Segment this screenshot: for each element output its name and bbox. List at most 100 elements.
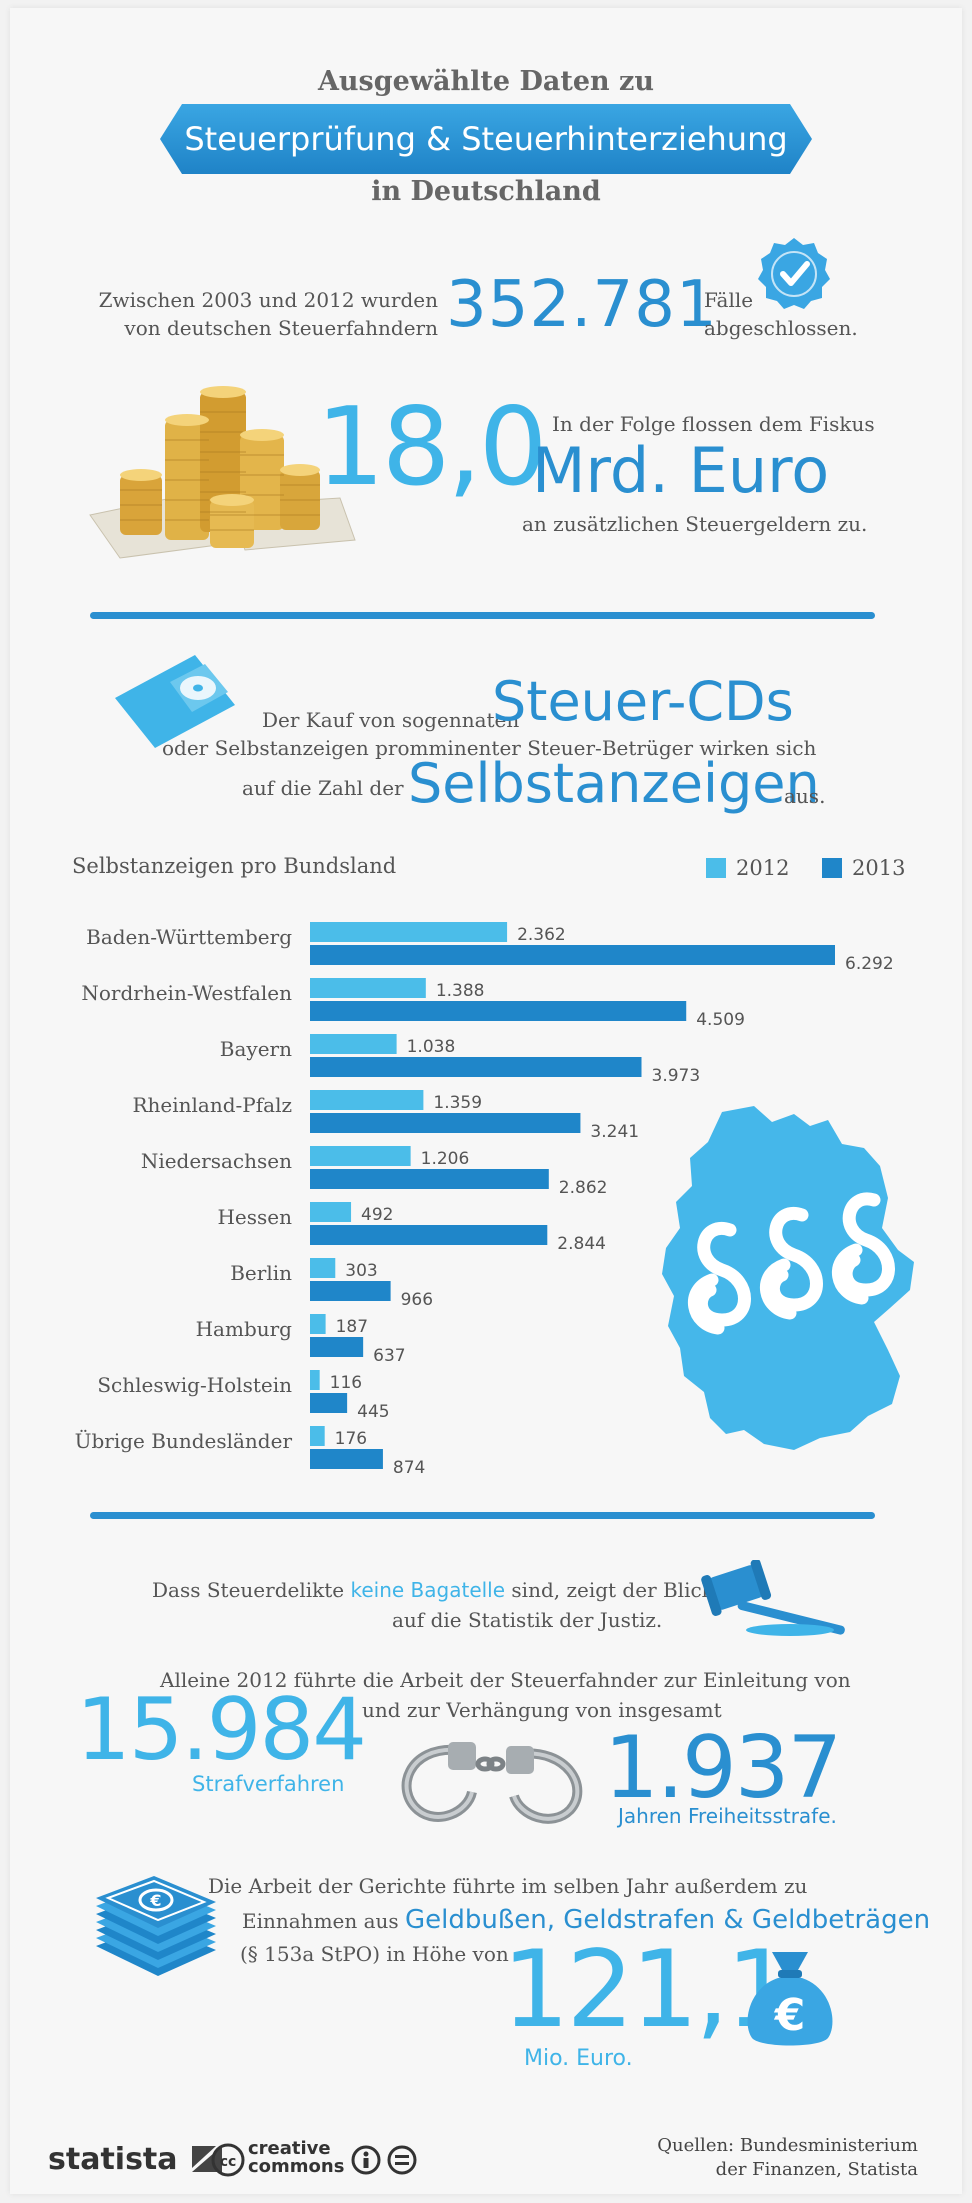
fines-line1: Die Arbeit der Gerichte führte im selben… (208, 1874, 808, 1898)
justice-line1c: sind, zeigt der Blick (511, 1578, 714, 1602)
data-label-2013: 966 (401, 1290, 433, 1310)
legend-item-2012: 2012 (706, 856, 789, 880)
category-label: Berlin (230, 1261, 292, 1285)
data-label-2012: 1.388 (436, 981, 485, 1001)
fines-unit: Mio. Euro. (524, 2046, 633, 2071)
bar-2012 (310, 1258, 336, 1278)
fines-line2a: Einnahmen aus (242, 1909, 399, 1933)
cases-post-line2: abgeschlossen. (704, 316, 858, 340)
data-label-2013: 6.292 (845, 954, 894, 974)
section-divider-1 (90, 612, 875, 619)
data-label-2013: 3.241 (590, 1122, 639, 1142)
category-label: Niedersachsen (141, 1149, 292, 1173)
data-label-2013: 445 (357, 1402, 389, 1422)
bar-2012 (310, 1034, 397, 1054)
bar-2012 (310, 1426, 325, 1446)
legend-label-2012: 2012 (736, 856, 790, 880)
cc-no-derivatives-icon (387, 2145, 417, 2175)
bar-2013 (310, 1393, 348, 1413)
cd-line1a: Der Kauf von sogennaten (262, 708, 520, 732)
data-label-2013: 637 (373, 1346, 405, 1366)
revenue-unit: Mrd. Euro (532, 434, 830, 507)
data-label-2012: 1.038 (407, 1037, 456, 1057)
money-bag-icon: € (747, 1952, 833, 2046)
cd-icon (115, 655, 235, 748)
cases-pre-line1: Zwischen 2003 und 2012 wurden (98, 288, 438, 312)
bar-2012 (310, 1314, 326, 1334)
category-label: Bayern (220, 1037, 292, 1061)
category-label: Nordrhein-Westfalen (81, 981, 292, 1005)
justice-line1b: keine Bagatelle (350, 1578, 506, 1602)
check-badge-icon (758, 238, 830, 309)
cd-line3a: auf die Zahl der (242, 776, 404, 800)
bar-2012 (310, 922, 508, 942)
bar-2012 (310, 1370, 320, 1390)
revenue-line1: In der Folge flossen dem Fiskus (552, 412, 875, 436)
data-label-2012: 116 (330, 1373, 362, 1393)
fines-line3: (§ 153a StPO) in Höhe von (240, 1942, 509, 1966)
header-top-text: Ausgewählte Daten zu (317, 66, 655, 97)
cd-line2: oder Selbstanzeigen promminenter Steuer-… (162, 736, 817, 760)
banknotes-icon: € (96, 1876, 216, 1976)
statista-logo-text: statista (48, 2142, 178, 2177)
data-label-2013: 874 (393, 1458, 425, 1478)
data-label-2013: 3.973 (652, 1066, 701, 1086)
cd-line3b: Selbstanzeigen (408, 752, 820, 815)
cc-attribution-icon (351, 2145, 381, 2175)
cd-line1b: Steuer-CDs (492, 670, 794, 733)
data-label-2013: 2.862 (559, 1178, 608, 1198)
cases-pre-text: Zwischen 2003 und 2012 wurden von deutsc… (60, 286, 438, 342)
germany-map-paragraph-icon (662, 1106, 914, 1450)
category-label: Hessen (217, 1205, 292, 1229)
category-label: Übrige Bundesländer (75, 1428, 293, 1453)
prison-label: Jahren Freiheitsstrafe. (618, 1804, 837, 1828)
banknote-euro-symbol: € (149, 1891, 161, 1910)
handcuffs-image (401, 1742, 583, 1824)
cc-icon: cc (211, 2143, 245, 2177)
legend-swatch-2013 (822, 858, 842, 878)
legend-label-2013: 2013 (852, 856, 906, 880)
data-label-2012: 492 (361, 1205, 393, 1225)
data-label-2012: 1.359 (433, 1093, 482, 1113)
bar-2013 (310, 1337, 364, 1357)
chart-title: Selbstanzeigen pro Bundsland (72, 854, 397, 878)
bar-2013 (310, 1281, 391, 1301)
gavel-icon (701, 1560, 845, 1636)
cases-post-text: Fälle abgeschlossen. (704, 286, 858, 342)
section-divider-2 (90, 1512, 875, 1519)
fines-line2b: Geldbußen, Geldstrafen & Geldbeträgen (405, 1905, 931, 1935)
revenue-number: 18,0 (316, 385, 547, 510)
data-label-2013: 4.509 (696, 1010, 745, 1030)
bar-2013 (310, 1449, 383, 1469)
fines-number: 121,1 (502, 1928, 793, 2051)
bar-2012 (310, 1090, 424, 1110)
legend-swatch-2012 (706, 858, 726, 878)
revenue-line2: an zusätzlichen Steuergeldern zu. (522, 512, 868, 536)
cases-post-line1: Fälle (704, 288, 754, 312)
prison-number: 1.937 (604, 1718, 842, 1818)
data-label-2012: 176 (335, 1429, 367, 1449)
source-line1: Quellen: Bundesministerium (657, 2135, 918, 2156)
data-label-2012: 2.362 (517, 925, 566, 945)
bar-2013 (310, 1001, 687, 1021)
source-line2: der Finanzen, Statista (715, 2159, 918, 2180)
data-label-2012: 1.206 (421, 1149, 470, 1169)
bar-2013 (310, 945, 835, 965)
category-label: Rheinland-Pfalz (132, 1093, 292, 1117)
cases-number: 352.781 (446, 268, 718, 342)
svg-text:cc: cc (220, 2154, 237, 2170)
data-label-2012: 187 (336, 1317, 368, 1337)
source-text: Quellen: Bundesministerium der Finanzen,… (560, 2134, 918, 2182)
legend-item-2013: 2013 (822, 856, 905, 880)
bar-2013 (310, 1169, 549, 1189)
bar-chart: Baden-Württemberg 2.362 6.292 Nordrhein-Wes… (75, 922, 894, 1478)
category-label: Schleswig-Holstein (97, 1373, 292, 1397)
title-ribbon (160, 104, 812, 174)
proceedings-label: Strafverfahren (192, 1772, 345, 1796)
bar-2012 (310, 1146, 411, 1166)
data-label-2013: 2.844 (557, 1234, 606, 1254)
statista-logo: statista (48, 2142, 222, 2177)
proceedings-number: 15.984 (76, 1680, 367, 1780)
bar-2013 (310, 1225, 548, 1245)
infographic-page (10, 8, 962, 2194)
